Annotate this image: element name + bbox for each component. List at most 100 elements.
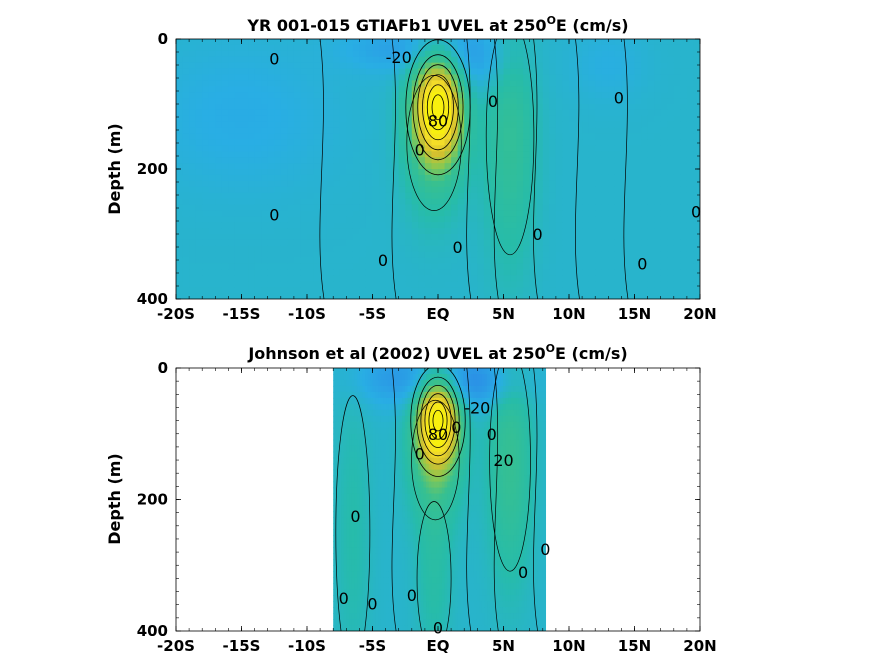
field-cell xyxy=(470,68,478,76)
field-cell xyxy=(464,62,472,70)
field-cell xyxy=(588,257,596,265)
field-cell xyxy=(483,275,491,282)
field-cell xyxy=(464,234,472,241)
field-cell xyxy=(582,115,590,123)
field-cell xyxy=(359,547,363,554)
field-cell xyxy=(457,275,465,282)
contour-line xyxy=(412,54,464,161)
field-cell xyxy=(496,204,505,211)
field-cell xyxy=(431,281,439,288)
field-cell xyxy=(349,625,353,631)
field-cell xyxy=(654,74,662,81)
field-cell xyxy=(555,287,564,294)
field-cell xyxy=(601,204,609,211)
field-cell xyxy=(673,269,681,276)
field-cell xyxy=(341,487,345,495)
field-cell xyxy=(529,68,537,76)
field-cell xyxy=(510,80,518,87)
field-cell xyxy=(367,439,371,447)
field-cell xyxy=(349,421,353,429)
field-cell xyxy=(182,263,190,271)
field-cell xyxy=(523,257,531,265)
field-cell xyxy=(293,293,302,299)
field-cell xyxy=(451,186,459,194)
field-cell xyxy=(378,469,382,477)
field-cell xyxy=(407,433,411,441)
field-cell xyxy=(228,98,236,105)
field-cell xyxy=(686,151,695,158)
field-cell xyxy=(354,559,358,566)
field-cell xyxy=(438,228,446,235)
field-cell xyxy=(228,104,236,111)
field-cell xyxy=(241,80,249,87)
field-cell xyxy=(372,607,377,614)
field-cell xyxy=(396,463,401,471)
field-cell xyxy=(490,186,498,194)
field-cell xyxy=(343,403,348,411)
field-cell xyxy=(641,104,649,111)
field-cell xyxy=(503,257,511,265)
field-cell xyxy=(359,180,367,188)
field-cell xyxy=(388,601,393,608)
field-cell xyxy=(176,109,184,117)
field-cell xyxy=(510,50,518,58)
field-cell xyxy=(398,180,406,188)
field-cell xyxy=(438,174,446,182)
field-cell xyxy=(555,121,564,129)
field-cell xyxy=(357,409,361,417)
field-cell xyxy=(362,397,366,405)
field-cell xyxy=(608,281,616,288)
field-cell xyxy=(261,104,269,111)
field-cell xyxy=(641,210,649,217)
field-cell xyxy=(464,174,472,182)
field-cell xyxy=(254,216,262,223)
field-cell xyxy=(634,234,642,241)
field-cell xyxy=(457,174,465,182)
field-cell xyxy=(654,251,662,259)
field-cell xyxy=(392,169,400,176)
field-cell xyxy=(392,62,400,70)
field-cell xyxy=(396,391,401,399)
field-cell xyxy=(660,145,668,152)
field-cell xyxy=(182,186,190,194)
field-cell xyxy=(405,293,413,299)
field-cell xyxy=(496,121,505,129)
field-cell xyxy=(510,269,518,276)
field-cell xyxy=(359,151,367,158)
field-cell xyxy=(641,293,649,299)
field-cell xyxy=(372,475,377,483)
field-cell xyxy=(510,239,518,247)
field-cell xyxy=(418,139,426,146)
field-cell xyxy=(241,139,249,146)
field-cell xyxy=(680,56,688,64)
field-cell xyxy=(608,127,616,135)
field-cell xyxy=(351,577,356,584)
field-cell xyxy=(359,198,367,206)
field-cell xyxy=(673,151,681,158)
field-cell xyxy=(411,293,419,299)
field-cell xyxy=(621,198,629,206)
field-cell xyxy=(394,415,398,423)
field-cell xyxy=(383,427,387,435)
field-cell xyxy=(536,39,544,46)
field-cell xyxy=(343,481,348,489)
field-cell xyxy=(354,583,358,590)
field-cell xyxy=(372,275,380,282)
field-cell xyxy=(379,192,387,200)
field-cell xyxy=(516,163,524,170)
field-cell xyxy=(588,92,596,99)
field-cell xyxy=(383,457,387,465)
field-cell xyxy=(496,115,505,123)
field-cell xyxy=(365,186,374,194)
field-cell xyxy=(338,469,342,477)
field-cell xyxy=(274,68,282,76)
field-cell xyxy=(654,216,662,223)
field-cell xyxy=(431,62,439,70)
field-cell xyxy=(451,92,459,99)
field-cell xyxy=(477,275,485,282)
field-cell xyxy=(673,174,681,182)
field-cell xyxy=(483,121,491,129)
field-cell xyxy=(693,245,700,253)
field-cell xyxy=(503,192,511,200)
